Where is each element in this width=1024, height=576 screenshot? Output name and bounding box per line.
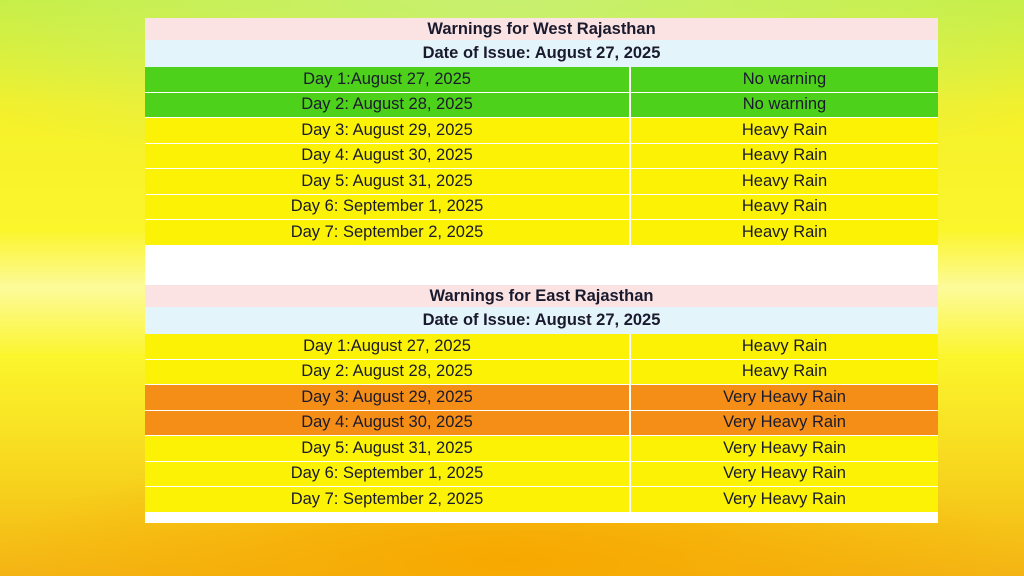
day-cell: Day 1:August 27, 2025 xyxy=(145,67,631,93)
day-cell: Day 2: August 28, 2025 xyxy=(145,92,631,118)
west-issue-date: Date of Issue: August 27, 2025 xyxy=(145,40,939,67)
east-issue-date: Date of Issue: August 27, 2025 xyxy=(145,307,939,334)
warnings-panel: Warnings for West Rajasthan Date of Issu… xyxy=(145,18,939,523)
table-row: Day 5: August 31, 2025 Very Heavy Rain xyxy=(145,435,939,462)
day-cell: Day 5: August 31, 2025 xyxy=(145,435,631,462)
warning-cell: No warning xyxy=(630,92,939,118)
table-row: Day 4: August 30, 2025 Very Heavy Rain xyxy=(145,410,939,436)
east-rajasthan-warning-table: Warnings for East Rajasthan Date of Issu… xyxy=(145,285,939,513)
table-row: Day 2: August 28, 2025 Heavy Rain xyxy=(145,359,939,385)
day-cell: Day 2: August 28, 2025 xyxy=(145,359,631,385)
west-table-title: Warnings for West Rajasthan xyxy=(145,18,939,40)
warning-cell: Heavy Rain xyxy=(630,143,939,169)
day-cell: Day 1:August 27, 2025 xyxy=(145,334,631,360)
table-row: Day 1:August 27, 2025 No warning xyxy=(145,67,939,93)
table-row: Day 3: August 29, 2025 Heavy Rain xyxy=(145,117,939,144)
table-row: Day 1:August 27, 2025 Heavy Rain xyxy=(145,334,939,360)
table-row: Day 6: September 1, 2025 Heavy Rain xyxy=(145,194,939,220)
table-row: Day 5: August 31, 2025 Heavy Rain xyxy=(145,168,939,195)
table-row: Day 2: August 28, 2025 No warning xyxy=(145,92,939,118)
warning-cell: Very Heavy Rain xyxy=(630,384,939,411)
warning-cell: Heavy Rain xyxy=(630,219,939,246)
warning-cell: Heavy Rain xyxy=(630,168,939,195)
warning-cell: Very Heavy Rain xyxy=(630,461,939,487)
day-cell: Day 4: August 30, 2025 xyxy=(145,410,631,436)
east-table-title: Warnings for East Rajasthan xyxy=(145,285,939,307)
day-cell: Day 6: September 1, 2025 xyxy=(145,461,631,487)
warning-cell: Heavy Rain xyxy=(630,117,939,144)
day-cell: Day 3: August 29, 2025 xyxy=(145,117,631,144)
table-row: Day 6: September 1, 2025 Very Heavy Rain xyxy=(145,461,939,487)
table-title-row: Warnings for West Rajasthan xyxy=(145,18,939,40)
issue-date-row: Date of Issue: August 27, 2025 xyxy=(145,40,939,67)
day-cell: Day 3: August 29, 2025 xyxy=(145,384,631,411)
warning-cell: Heavy Rain xyxy=(630,359,939,385)
table-title-row: Warnings for East Rajasthan xyxy=(145,285,939,307)
issue-date-row: Date of Issue: August 27, 2025 xyxy=(145,307,939,334)
day-cell: Day 5: August 31, 2025 xyxy=(145,168,631,195)
table-row: Day 3: August 29, 2025 Very Heavy Rain xyxy=(145,384,939,411)
table-row: Day 4: August 30, 2025 Heavy Rain xyxy=(145,143,939,169)
warning-cell: Very Heavy Rain xyxy=(630,410,939,436)
table-row: Day 7: September 2, 2025 Very Heavy Rain xyxy=(145,486,939,513)
warning-cell: Very Heavy Rain xyxy=(630,486,939,513)
day-cell: Day 6: September 1, 2025 xyxy=(145,194,631,220)
table-row: Day 7: September 2, 2025 Heavy Rain xyxy=(145,219,939,246)
day-cell: Day 7: September 2, 2025 xyxy=(145,486,631,513)
west-rajasthan-warning-table: Warnings for West Rajasthan Date of Issu… xyxy=(145,18,939,246)
day-cell: Day 7: September 2, 2025 xyxy=(145,219,631,246)
warning-cell: No warning xyxy=(630,67,939,93)
warning-cell: Very Heavy Rain xyxy=(630,435,939,462)
warning-cell: Heavy Rain xyxy=(630,194,939,220)
day-cell: Day 4: August 30, 2025 xyxy=(145,143,631,169)
warning-cell: Heavy Rain xyxy=(630,334,939,360)
